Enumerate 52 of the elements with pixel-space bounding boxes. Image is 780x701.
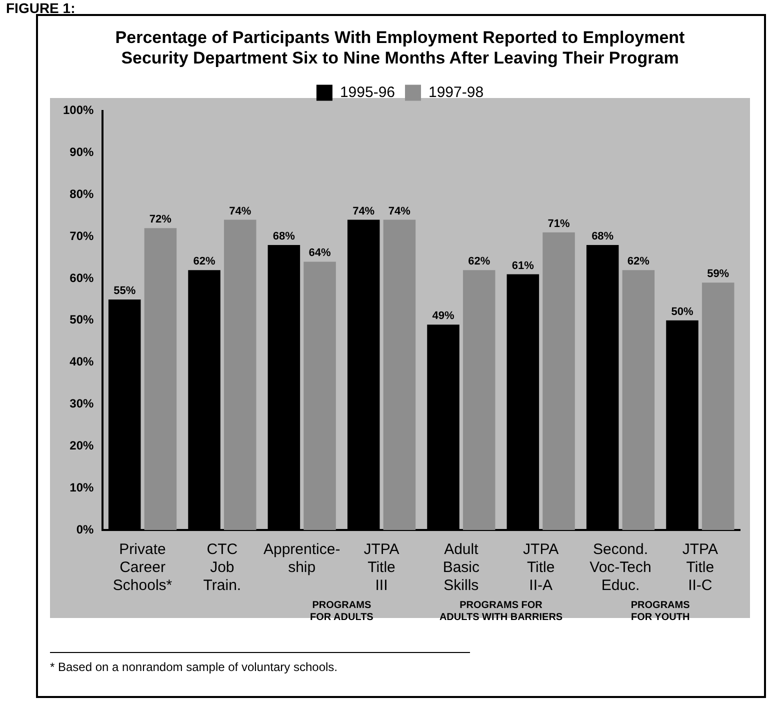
y-tick-label: 50% (70, 312, 94, 327)
bar (702, 282, 734, 530)
x-tick-label: JTPA Title II-A (523, 541, 559, 594)
text: 62% (468, 256, 490, 268)
bar (304, 262, 336, 530)
text: 62% (193, 256, 216, 268)
caption: FIGURE 1: (6, 0, 76, 16)
text: 71% (548, 218, 570, 230)
text: 74% (388, 205, 410, 218)
x-tick-label: Apprentice- ship (263, 541, 340, 576)
y-tick-label: 90% (70, 145, 94, 160)
y-tick-label: 20% (70, 438, 94, 452)
text: 61% (512, 260, 534, 272)
text: 64% (308, 247, 331, 260)
y-tick-label: 10% (70, 480, 94, 494)
text: 74% (229, 205, 252, 218)
bar (144, 228, 177, 530)
text: 68% (272, 230, 295, 242)
x-tick-label: CTC Job Train. (203, 541, 242, 594)
x-tick-label: Second. Voc-Tech Educ. (590, 541, 652, 594)
text: 74% (352, 205, 375, 218)
text: Security Department Six to Nine Months After Leaving Their Program (121, 48, 679, 68)
y-tick-label: 80% (70, 186, 94, 201)
text: 68% (592, 230, 614, 242)
text: PROGRAMS FOR YOUTH (630, 600, 690, 623)
text: PROGRAMS FOR ADULTS WITH BARRIERS (439, 600, 563, 623)
x-tick-label: JTPA Title II-C (682, 541, 718, 594)
text: 62% (627, 256, 650, 268)
text: 59% (707, 268, 730, 280)
x-tick-label: Private Career Schools* (112, 541, 172, 594)
text: 72% (149, 214, 172, 226)
y-tick-label: 70% (70, 228, 94, 243)
text: Percentage of Participants With Employment Reported to Employment (115, 28, 685, 47)
bar (462, 270, 496, 530)
legend-label: 1997-98 (428, 84, 484, 101)
y-tick-label: 40% (70, 354, 94, 369)
y-tick-label: 100% (62, 103, 94, 118)
bar (542, 232, 575, 530)
y-tick-label: 60% (70, 270, 94, 285)
bar (622, 270, 655, 530)
x-tick-label: Adult Basic Skills (442, 541, 480, 594)
y-tick-label: 0% (76, 522, 94, 536)
y-tick-label: 30% (70, 396, 94, 411)
bar (224, 220, 256, 530)
text: 50% (671, 306, 694, 318)
x-tick-label: JTPA Title III (364, 541, 400, 594)
bar (383, 220, 416, 530)
text: 55% (114, 284, 136, 297)
legend-label: 1995-96 (340, 84, 396, 101)
text: 49% (432, 310, 454, 322)
text: * Based on a nonrandom sample of voluntary schools. (50, 660, 338, 674)
text: PROGRAMS FOR ADULTS (310, 600, 374, 623)
